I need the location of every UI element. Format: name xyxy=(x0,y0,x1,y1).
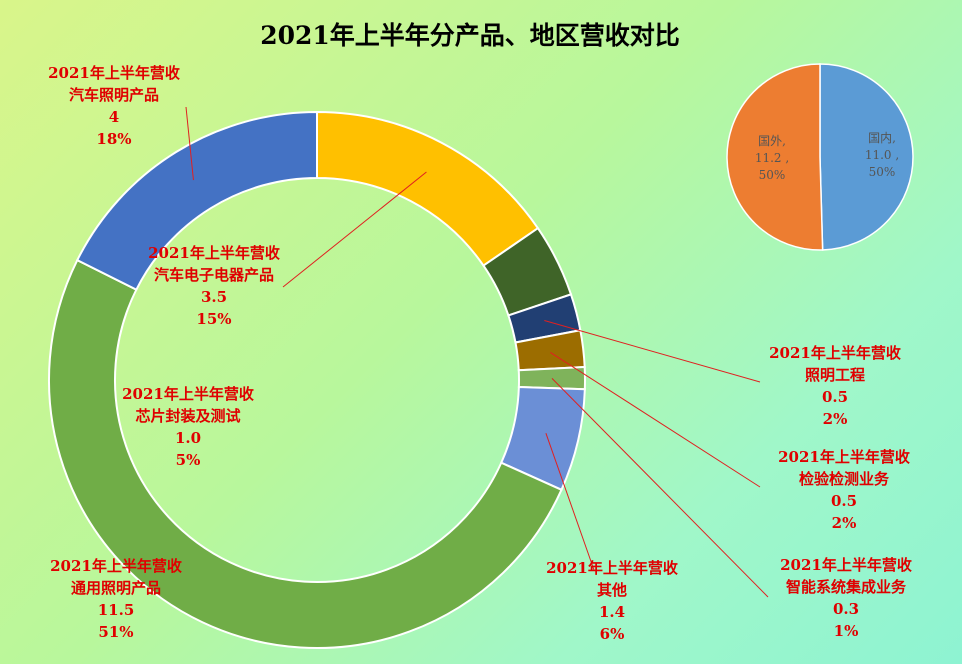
leader-line-0 xyxy=(282,171,427,288)
label-chip-packaging: 2021年上半年营收 芯片封装及测试 1.0 5% xyxy=(122,385,254,469)
donut-slice-4 xyxy=(517,365,586,391)
donut-slice-7 xyxy=(75,110,318,292)
label-system-integration: 2021年上半年营收 智能系统集成业务 0.3 1% xyxy=(780,556,912,640)
pie-slice-1 xyxy=(726,63,824,251)
donut-slice-0 xyxy=(316,110,540,267)
donut-slice-6 xyxy=(48,258,563,649)
label-auto-lighting: 2021年上半年营收 汽车照明产品 4 18% xyxy=(48,64,180,148)
region-pie-chart xyxy=(726,63,914,251)
leader-line-4 xyxy=(551,378,769,598)
leader-lines xyxy=(185,106,769,598)
label-overseas: 国外, 11.2 , 50% xyxy=(754,134,790,182)
leader-line-5 xyxy=(545,433,595,571)
leader-line-7 xyxy=(185,106,194,181)
chart-title: 2021年上半年分产品、地区营收对比 xyxy=(260,21,680,50)
label-general-lighting: 2021年上半年营收 通用照明产品 11.5 51% xyxy=(50,557,182,641)
leader-line-3 xyxy=(550,351,761,488)
donut-chart xyxy=(48,110,586,649)
label-lighting-engineering: 2021年上半年营收 照明工程 0.5 2% xyxy=(769,344,901,428)
label-inspection-testing: 2021年上半年营收 检验检测业务 0.5 2% xyxy=(778,448,910,532)
label-other: 2021年上半年营收 其他 1.4 6% xyxy=(546,559,678,643)
leader-line-2 xyxy=(544,320,761,383)
label-auto-electronics: 2021年上半年营收 汽车电子电器产品 3.5 15% xyxy=(148,244,280,328)
pie-slice-0 xyxy=(819,63,914,251)
label-domestic: 国内, 11.0 , 50% xyxy=(864,131,900,179)
